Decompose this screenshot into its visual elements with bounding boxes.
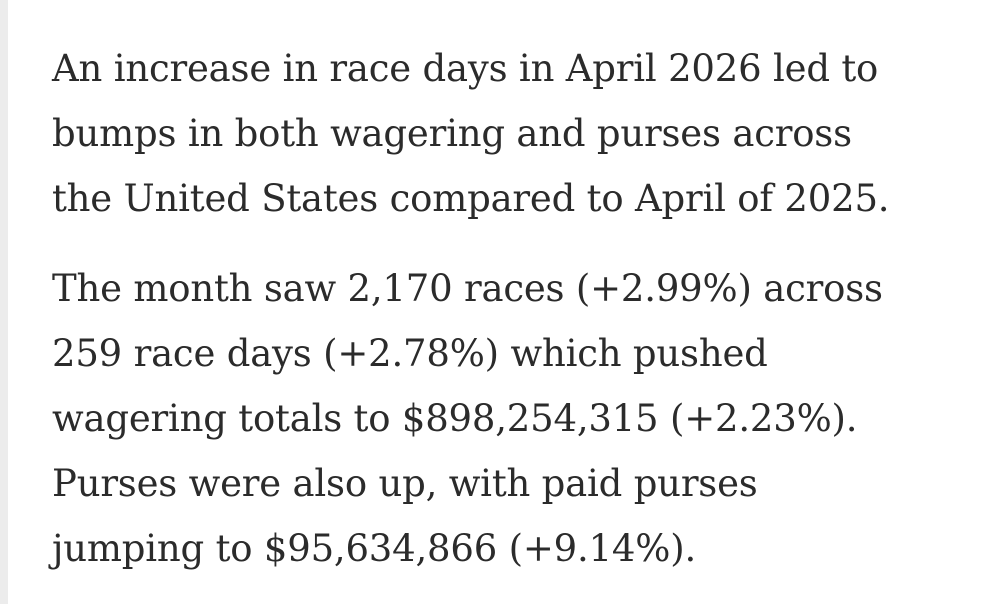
text-line: 259 race days (+2.78%) which pushed — [52, 332, 768, 375]
paragraph-stats: The month saw 2,170 races (+2.99%) acros… — [52, 256, 972, 581]
text-line: bumps in both wagering and purses across — [52, 112, 852, 155]
text-line: The month saw 2,170 races (+2.99%) acros… — [52, 267, 883, 310]
text-line: wagering totals to $898,254,315 (+2.23%)… — [52, 397, 858, 440]
text-line: An increase in race days in April 2026 l… — [52, 47, 879, 90]
paragraph-intro: An increase in race days in April 2026 l… — [52, 36, 972, 231]
text-line: the United States compared to April of 2… — [52, 177, 890, 220]
text-line: jumping to $95,634,866 (+9.14%). — [52, 527, 697, 570]
left-border — [0, 0, 8, 604]
text-line: Purses were also up, with paid purses — [52, 462, 758, 505]
article-body: An increase in race days in April 2026 l… — [52, 36, 972, 581]
